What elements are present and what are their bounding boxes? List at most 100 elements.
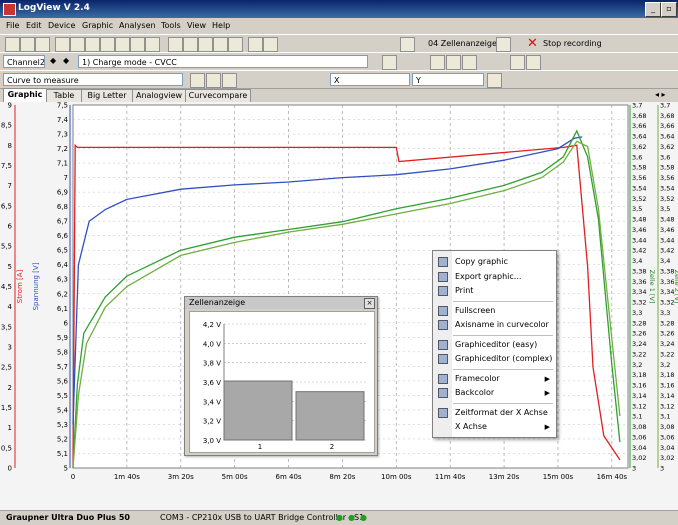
table-icon[interactable]: [145, 37, 160, 52]
strom-tick-label: 2: [8, 384, 12, 392]
copy-icon[interactable]: [100, 37, 115, 52]
zelle1-tick-label: 3,7: [632, 102, 642, 110]
menu-item-export[interactable]: Export graphic...: [433, 270, 556, 284]
menu-separator: [453, 300, 553, 302]
prev-arrow-icon[interactable]: ◆: [50, 56, 57, 65]
zelle2-tick-label: 3,12: [660, 402, 674, 410]
menu-item-clock[interactable]: Zeitformat der X Achse: [433, 406, 556, 420]
cell-window-title: Zellenanzeige: [189, 298, 246, 307]
underline-icon[interactable]: [462, 55, 477, 70]
cell-display-icon[interactable]: [400, 37, 415, 52]
zelle1-tick-label: 3,34: [632, 288, 646, 296]
menu-item-print[interactable]: Print: [433, 284, 556, 298]
settings-icon[interactable]: [213, 37, 228, 52]
tab-big-letter[interactable]: Big Letter: [81, 89, 133, 102]
tab-table[interactable]: Table: [46, 89, 82, 102]
cell-options-icon[interactable]: [496, 37, 511, 52]
title-bar: LogView V 2.4 _ ▫: [0, 0, 678, 18]
menu-graphic[interactable]: Graphic: [82, 21, 114, 30]
menu-item-backcolor[interactable]: Backcolor ▶: [433, 386, 556, 400]
mode-select[interactable]: 1) Charge mode - CVCC: [78, 55, 368, 68]
next-arrow-icon[interactable]: ◆: [63, 56, 70, 65]
search-next-icon[interactable]: [263, 37, 278, 52]
minimize-button[interactable]: _: [645, 2, 661, 17]
menu-help[interactable]: Help: [212, 21, 231, 30]
menu-item-label: Copy graphic: [455, 257, 508, 266]
zelle2-tick-label: 3,04: [660, 444, 674, 452]
cut-icon[interactable]: [85, 37, 100, 52]
save-icon[interactable]: [35, 37, 50, 52]
bold-icon[interactable]: [430, 55, 445, 70]
measure3-icon[interactable]: [222, 73, 237, 88]
tab-scroll-icon[interactable]: ◂ ▸: [655, 90, 666, 99]
menu-device[interactable]: Device: [48, 21, 76, 30]
cell-window-titlebar[interactable]: Zellenanzeige ×: [185, 297, 377, 309]
menu-tools[interactable]: Tools: [161, 21, 181, 30]
paste-icon[interactable]: [115, 37, 130, 52]
menu-edit[interactable]: Edit: [26, 21, 42, 30]
menu-item-editor[interactable]: Graphiceditor (easy): [433, 338, 556, 352]
clock-icon: [438, 407, 448, 418]
export-icon: [438, 271, 448, 282]
menu-analysen[interactable]: Analysen: [119, 21, 156, 30]
cell-display-window[interactable]: Zellenanzeige × 4,2 V 4,0 V 3,8 V 3,6 V 3,4 …: [184, 296, 378, 456]
curve-select[interactable]: Curve to measure: [3, 73, 183, 86]
x-tick-label: 0: [71, 473, 75, 481]
stop-icon[interactable]: ✕: [527, 36, 538, 51]
zelle2-tick-label: 3,36: [660, 278, 674, 286]
menu-item-axis-color[interactable]: Axisname in curvecolor: [433, 318, 556, 332]
channel-tool-icon[interactable]: [382, 55, 397, 70]
zelle1-tick-label: 3,62: [632, 143, 646, 151]
tab-graphic[interactable]: Graphic: [3, 88, 47, 102]
cell-bar-chart: 4,2 V 4,0 V 3,8 V 3,6 V 3,4 V 3,2 V 3,0 V 1 2: [203, 321, 368, 451]
align-right-icon[interactable]: [526, 55, 541, 70]
tab-curvecompare[interactable]: Curvecompare: [185, 89, 251, 102]
zelle2-tick-label: 3,34: [660, 288, 674, 296]
y-field[interactable]: Y: [412, 73, 484, 86]
new-icon[interactable]: [5, 37, 20, 52]
strom-tick-label: 6,5: [1, 202, 12, 210]
stop-recording-button[interactable]: Stop recording: [543, 39, 602, 48]
measure2-icon[interactable]: [206, 73, 221, 88]
graph-icon[interactable]: [130, 37, 145, 52]
main-toolbar: 04 Zellenanzeige ✕ Stop recording: [0, 34, 678, 53]
close-icon[interactable]: ×: [364, 298, 375, 309]
menu-item-x-achse[interactable]: X Achse ▶: [433, 420, 556, 434]
menu-item-fullscreen[interactable]: Fullscreen: [433, 304, 556, 318]
open-icon[interactable]: [20, 37, 35, 52]
menu-item-copy[interactable]: Copy graphic: [433, 255, 556, 269]
filter-icon[interactable]: [228, 37, 243, 52]
x-field[interactable]: X: [330, 73, 410, 86]
align-icon[interactable]: [510, 55, 525, 70]
zelle2-tick-label: 3,1: [660, 413, 670, 421]
strom-tick-label: 5: [8, 263, 12, 271]
zoom-icon[interactable]: [168, 37, 183, 52]
spannung-tick-label: 5,7: [57, 363, 68, 371]
chart-icon[interactable]: [183, 37, 198, 52]
restore-button[interactable]: ▫: [661, 2, 677, 17]
menu-item-framecolor[interactable]: Framecolor ▶: [433, 372, 556, 386]
cell-bar: [223, 380, 293, 441]
x-tick-label: 3m 20s: [168, 473, 194, 481]
zelle2-tick-label: 3,52: [660, 195, 674, 203]
copy-value-icon[interactable]: [487, 73, 502, 88]
connection-icon-3: ●: [360, 513, 367, 522]
zelle1-tick-label: 3,04: [632, 444, 646, 452]
menu-file[interactable]: File: [6, 21, 20, 30]
print-icon[interactable]: [70, 37, 85, 52]
channel-select[interactable]: Channel2: [3, 55, 45, 68]
menu-item-editor-complex[interactable]: Graphiceditor (complex): [433, 352, 556, 366]
cell-display-label[interactable]: 04 Zellenanzeige: [428, 39, 497, 48]
search-icon[interactable]: [248, 37, 263, 52]
save-as-icon[interactable]: [55, 37, 70, 52]
menu-view[interactable]: View: [187, 21, 206, 30]
zelle2-tick-label: 3,26: [660, 330, 674, 338]
spannung-tick-label: 6,6: [57, 232, 69, 240]
menu-item-label: X Achse: [455, 422, 487, 431]
axis-color-icon: [438, 320, 448, 330]
grid-icon[interactable]: [198, 37, 213, 52]
measure-icon[interactable]: [190, 73, 205, 88]
italic-icon[interactable]: [446, 55, 461, 70]
zelle2-tick-label: 3,22: [660, 350, 674, 358]
tab-analogview[interactable]: Analogview: [132, 89, 186, 102]
